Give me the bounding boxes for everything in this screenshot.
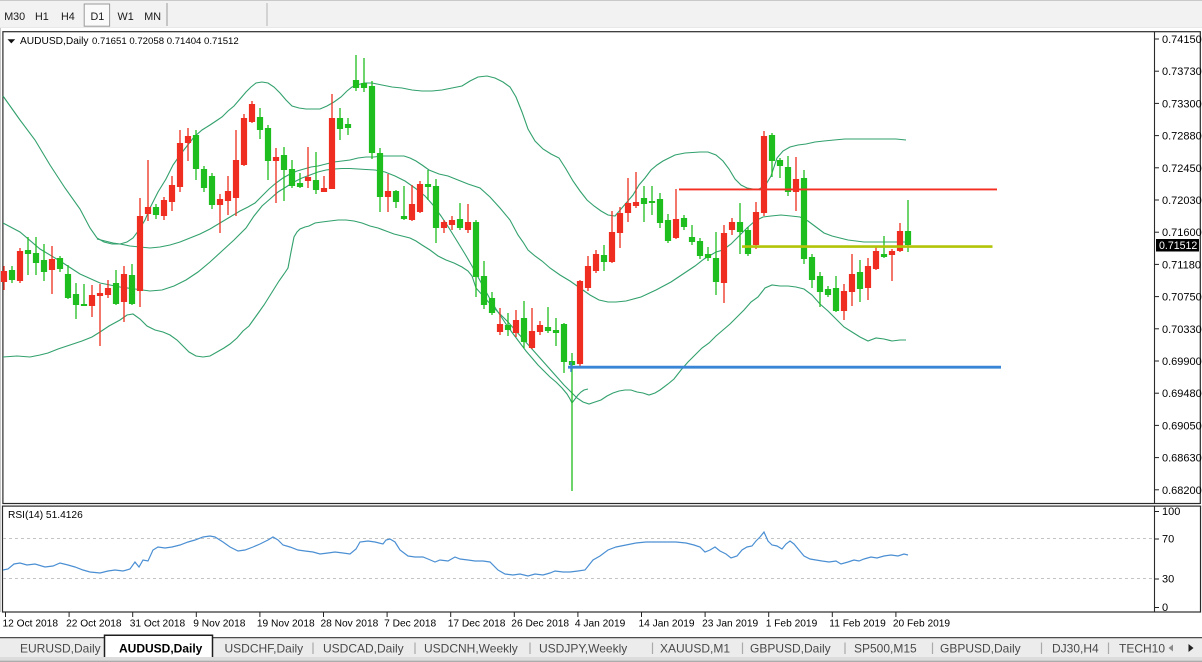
svg-text:26 Dec 2018: 26 Dec 2018 (511, 619, 569, 630)
svg-text:7 Dec 2018: 7 Dec 2018 (384, 619, 436, 630)
svg-text:0.74150: 0.74150 (1162, 34, 1202, 46)
svg-text:W1: W1 (118, 11, 134, 23)
svg-text:AUDUSD,Daily: AUDUSD,Daily (119, 642, 203, 656)
svg-text:0.71600: 0.71600 (1162, 227, 1202, 239)
svg-text:USDCHF,Daily: USDCHF,Daily (225, 642, 304, 656)
svg-text:0.69480: 0.69480 (1162, 388, 1202, 400)
svg-text:USDCNH,Weekly: USDCNH,Weekly (424, 642, 518, 656)
svg-text:TECH10: TECH10 (1119, 642, 1165, 656)
svg-text:4 Jan 2019: 4 Jan 2019 (575, 619, 626, 630)
svg-text:GBPUSD,Daily: GBPUSD,Daily (940, 642, 1021, 656)
svg-text:0.72450: 0.72450 (1162, 163, 1202, 175)
svg-text:11 Feb 2019: 11 Feb 2019 (829, 619, 886, 630)
svg-text:MN: MN (144, 11, 161, 23)
svg-text:28 Nov 2018: 28 Nov 2018 (321, 619, 379, 630)
svg-text:0.73300: 0.73300 (1162, 98, 1202, 110)
svg-text:RSI(14) 51.4126: RSI(14) 51.4126 (8, 510, 83, 521)
svg-text:0: 0 (1162, 602, 1168, 614)
svg-text:17 Dec 2018: 17 Dec 2018 (448, 619, 506, 630)
svg-text:100: 100 (1162, 506, 1180, 518)
svg-text:70: 70 (1162, 534, 1174, 546)
svg-text:0.72030: 0.72030 (1162, 195, 1202, 207)
svg-text:DJ30,H4: DJ30,H4 (1052, 642, 1099, 656)
svg-text:0.71651 0.72058 0.71404 0.7151: 0.71651 0.72058 0.71404 0.71512 (92, 36, 239, 47)
svg-text:USDCAD,Daily: USDCAD,Daily (323, 642, 404, 656)
svg-text:19 Nov 2018: 19 Nov 2018 (257, 619, 315, 630)
svg-text:31 Oct 2018: 31 Oct 2018 (130, 619, 186, 630)
svg-text:9 Nov 2018: 9 Nov 2018 (193, 619, 245, 630)
svg-text:SP500,M15: SP500,M15 (854, 642, 917, 656)
svg-text:0.68630: 0.68630 (1162, 453, 1202, 465)
svg-text:D1: D1 (91, 11, 105, 23)
svg-text:XAUUSD,M1: XAUUSD,M1 (660, 642, 730, 656)
svg-text:0.68200: 0.68200 (1162, 485, 1202, 497)
svg-text:AUDUSD,Daily: AUDUSD,Daily (20, 36, 89, 47)
svg-text:1 Feb 2019: 1 Feb 2019 (766, 619, 818, 630)
svg-text:0.72880: 0.72880 (1162, 131, 1202, 143)
svg-text:0.71512: 0.71512 (1159, 240, 1197, 252)
svg-text:12 Oct 2018: 12 Oct 2018 (3, 619, 59, 630)
svg-text:H1: H1 (35, 11, 49, 23)
svg-text:20 Feb 2019: 20 Feb 2019 (893, 619, 951, 630)
svg-text:30: 30 (1162, 574, 1174, 586)
svg-text:23 Jan 2019: 23 Jan 2019 (702, 619, 758, 630)
svg-text:EURUSD,Daily: EURUSD,Daily (20, 642, 101, 656)
svg-text:0.70750: 0.70750 (1162, 292, 1202, 304)
svg-text:0.69050: 0.69050 (1162, 420, 1202, 432)
svg-text:USDJPY,Weekly: USDJPY,Weekly (539, 642, 627, 656)
svg-text:0.71180: 0.71180 (1162, 259, 1201, 271)
svg-text:22 Oct 2018: 22 Oct 2018 (66, 619, 122, 630)
svg-text:0.73730: 0.73730 (1162, 66, 1202, 78)
svg-text:0.70330: 0.70330 (1162, 324, 1202, 336)
svg-text:14 Jan 2019: 14 Jan 2019 (639, 619, 695, 630)
svg-text:GBPUSD,Daily: GBPUSD,Daily (750, 642, 831, 656)
svg-text:0.69900: 0.69900 (1162, 356, 1202, 368)
svg-text:M30: M30 (4, 11, 25, 23)
svg-text:H4: H4 (61, 11, 75, 23)
